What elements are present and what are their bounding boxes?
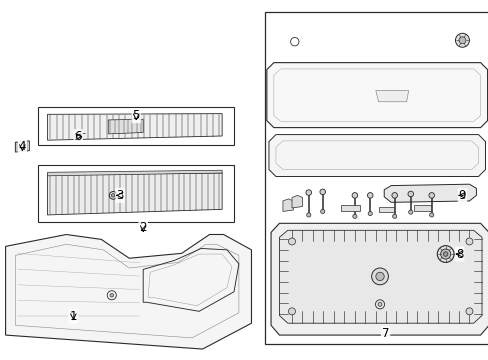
Text: 3: 3 — [116, 189, 123, 202]
Circle shape — [454, 33, 468, 47]
Circle shape — [408, 210, 412, 214]
Circle shape — [320, 210, 324, 213]
Circle shape — [74, 133, 82, 140]
Text: 9: 9 — [458, 189, 465, 202]
Circle shape — [351, 193, 357, 198]
Bar — [265, 12, 488, 344]
Circle shape — [465, 308, 472, 315]
Text: 6: 6 — [74, 130, 82, 143]
Polygon shape — [283, 199, 293, 211]
Polygon shape — [378, 207, 393, 212]
Circle shape — [111, 194, 115, 197]
Circle shape — [109, 192, 117, 199]
Text: 4: 4 — [19, 140, 26, 153]
Circle shape — [377, 302, 381, 306]
Polygon shape — [413, 205, 430, 211]
Circle shape — [392, 214, 396, 219]
Circle shape — [305, 190, 311, 195]
Polygon shape — [279, 230, 481, 323]
Circle shape — [429, 213, 433, 217]
Text: 5: 5 — [132, 109, 140, 122]
Circle shape — [306, 213, 310, 217]
Polygon shape — [268, 135, 485, 176]
Polygon shape — [47, 170, 222, 176]
Text: 8: 8 — [455, 248, 463, 261]
Polygon shape — [340, 205, 360, 211]
Circle shape — [465, 238, 472, 245]
Circle shape — [436, 246, 453, 262]
Circle shape — [110, 293, 113, 297]
Circle shape — [288, 238, 295, 245]
Circle shape — [443, 252, 447, 256]
Polygon shape — [266, 63, 487, 127]
Text: 7: 7 — [381, 327, 388, 340]
Polygon shape — [5, 234, 251, 349]
Circle shape — [288, 308, 295, 315]
Circle shape — [428, 193, 434, 198]
Circle shape — [375, 272, 384, 280]
Polygon shape — [47, 114, 222, 140]
Circle shape — [371, 268, 387, 285]
Circle shape — [319, 189, 325, 195]
Circle shape — [366, 193, 372, 198]
Polygon shape — [47, 173, 222, 215]
Text: 2: 2 — [139, 221, 147, 234]
Polygon shape — [375, 91, 408, 102]
Circle shape — [407, 191, 413, 197]
Circle shape — [440, 249, 450, 259]
Polygon shape — [384, 184, 475, 202]
Text: 1: 1 — [69, 310, 77, 323]
Polygon shape — [270, 223, 488, 335]
Circle shape — [391, 193, 397, 198]
Polygon shape — [108, 119, 143, 134]
Circle shape — [458, 37, 465, 44]
Bar — [39, 107, 234, 145]
Circle shape — [76, 135, 80, 139]
Polygon shape — [15, 141, 29, 152]
Polygon shape — [291, 195, 302, 208]
Circle shape — [352, 214, 356, 219]
Bar — [39, 165, 234, 222]
Circle shape — [367, 211, 371, 216]
